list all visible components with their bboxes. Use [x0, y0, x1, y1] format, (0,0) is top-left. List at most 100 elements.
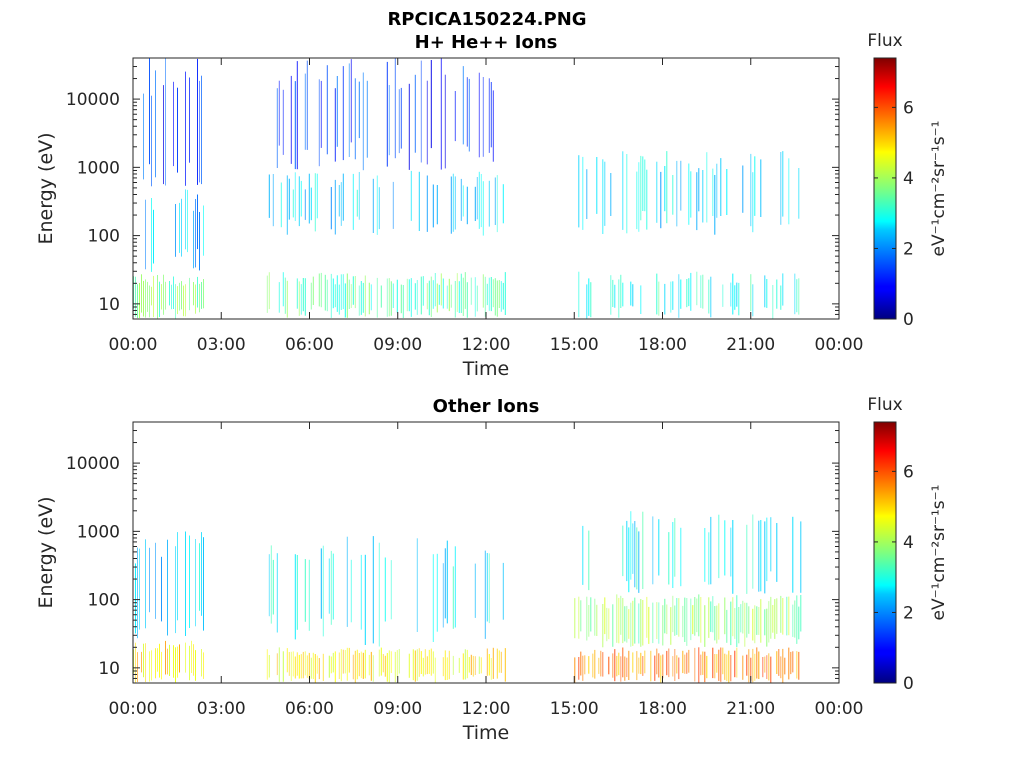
flux-streak: [770, 596, 772, 639]
flux-streak: [696, 598, 698, 633]
flux-streak: [622, 647, 624, 678]
flux-streak: [760, 159, 762, 217]
flux-streak: [320, 272, 322, 308]
flux-streak: [350, 59, 352, 143]
flux-streak: [504, 648, 506, 682]
flux-streak: [674, 649, 676, 681]
flux-streak: [672, 595, 674, 633]
flux-streak: [470, 277, 472, 305]
flux-streak: [778, 649, 780, 676]
colorbar-unit-label: eV⁻¹cm⁻²sr⁻¹s⁻¹: [929, 485, 949, 621]
flux-streak: [432, 184, 434, 228]
flux-streak: [656, 648, 658, 675]
flux-streak: [782, 151, 784, 217]
flux-streak: [454, 546, 456, 628]
flux-streak: [380, 285, 382, 308]
flux-streak: [494, 278, 496, 316]
flux-streak: [656, 273, 658, 315]
flux-streak: [344, 650, 346, 674]
flux-streak: [310, 282, 312, 310]
flux-streak: [624, 606, 626, 642]
flux-streak: [694, 597, 696, 636]
flux-streak: [185, 284, 186, 317]
flux-streak: [700, 597, 702, 643]
flux-streak: [410, 278, 412, 317]
flux-streak: [640, 652, 642, 675]
flux-streak: [718, 649, 720, 681]
flux-streak: [288, 652, 290, 676]
flux-streak: [272, 174, 274, 227]
flux-streak: [376, 277, 378, 318]
flux-streak: [630, 602, 632, 647]
flux-streak: [486, 648, 488, 676]
flux-streak: [604, 597, 606, 635]
flux-streak: [766, 608, 768, 647]
flux-streak: [716, 654, 718, 673]
flux-streak: [798, 168, 800, 219]
flux-streak: [620, 274, 622, 308]
flux-streak: [310, 657, 312, 679]
flux-streak: [354, 650, 356, 683]
flux-streak: [580, 651, 582, 676]
flux-streak: [776, 598, 778, 634]
flux-streak: [181, 198, 182, 257]
flux-streak: [656, 602, 658, 639]
flux-streak: [432, 651, 434, 674]
flux-streak: [203, 279, 204, 309]
flux-streak: [730, 282, 732, 307]
flux-streak: [193, 210, 194, 269]
flux-streak: [582, 655, 584, 681]
flux-streak: [189, 645, 190, 681]
flux-streak: [334, 651, 336, 683]
flux-streak: [173, 645, 174, 678]
flux-streak: [690, 598, 692, 641]
flux-streak: [430, 648, 432, 676]
flux-streak: [674, 518, 676, 577]
flux-streak: [732, 520, 734, 594]
flux-streak: [185, 531, 186, 636]
flux-streak: [416, 649, 418, 681]
flux-streak: [386, 61, 388, 167]
flux-streak: [147, 281, 148, 312]
flux-streak: [450, 176, 452, 234]
flux-streak: [159, 643, 160, 678]
flux-streak: [175, 204, 176, 257]
flux-streak: [612, 604, 614, 647]
flux-streak: [496, 175, 498, 233]
flux-streak: [338, 652, 340, 679]
flux-streak: [752, 514, 754, 589]
flux-streak: [348, 63, 350, 157]
flux-streak: [280, 182, 282, 228]
flux-streak: [346, 536, 348, 627]
flux-streak: [462, 185, 464, 217]
flux-streak: [496, 648, 498, 679]
flux-streak: [708, 597, 710, 638]
flux-streak: [466, 77, 468, 147]
flux-streak: [630, 511, 632, 580]
flux-streak: [284, 277, 286, 314]
flux-streak: [155, 70, 156, 178]
flux-streak: [632, 652, 634, 673]
flux-streak: [450, 284, 452, 308]
flux-streak: [372, 655, 374, 682]
flux-streak: [760, 520, 762, 592]
flux-streak: [602, 652, 604, 677]
flux-streak: [476, 285, 478, 312]
flux-streak: [442, 563, 444, 628]
flux-streak: [446, 540, 448, 624]
flux-streak: [638, 531, 640, 593]
flux-streak: [496, 280, 498, 317]
flux-streak: [636, 651, 638, 681]
flux-streak: [268, 655, 270, 678]
flux-streak: [498, 650, 500, 673]
flux-streak: [452, 655, 454, 675]
flux-streak: [462, 66, 464, 145]
flux-streak: [676, 160, 678, 227]
spectrogram-data: [133, 511, 802, 683]
flux-streak: [446, 285, 448, 309]
flux-streak: [185, 642, 186, 673]
flux-streak: [332, 652, 334, 673]
flux-streak: [628, 609, 630, 639]
flux-streak: [798, 606, 800, 640]
